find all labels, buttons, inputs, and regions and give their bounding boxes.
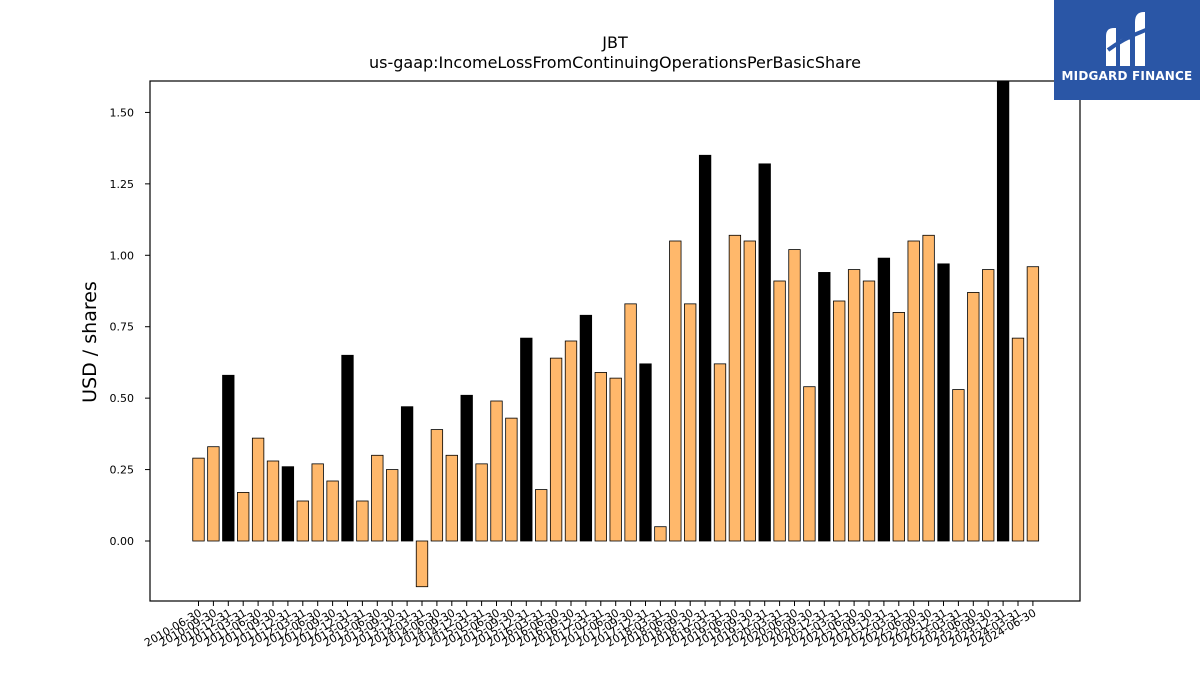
bar-2021-03-31 (833, 300, 846, 542)
bar-2023-06-30 (967, 292, 980, 542)
bar-2014-06-30 (430, 429, 444, 542)
logo-mark-icon (1106, 12, 1147, 66)
bar-2022-03-31 (892, 312, 905, 542)
bar-2020-12-31 (818, 272, 831, 542)
bar-2017-09-30 (624, 303, 637, 542)
bar-2015-06-30 (490, 400, 503, 542)
y-tick-label: 0.50 (110, 392, 135, 405)
bar-2014-12-31 (460, 394, 473, 542)
bar-2023-03-31 (952, 389, 965, 542)
bar-2010-12-31 (222, 374, 235, 542)
bar-2018-06-30 (669, 240, 682, 542)
brand-logo: MIDGARD FINANCE (1054, 0, 1200, 100)
bar-2019-12-31 (758, 163, 771, 542)
y-tick-label: 0.00 (110, 535, 135, 548)
y-tick-label: 0.75 (110, 321, 135, 334)
bars-group (192, 80, 1040, 588)
chart-subtitle: us-gaap:IncomeLossFromContinuingOperatio… (369, 53, 861, 72)
bar-2013-09-30 (386, 469, 399, 542)
bar-2015-12-31 (520, 337, 533, 542)
y-tick-label: 1.00 (110, 249, 135, 262)
bar-2020-09-30 (803, 386, 816, 542)
bar-2010-06-30 (192, 457, 205, 542)
bar-2024-06-30 (1026, 266, 1040, 542)
bar-2019-06-30 (728, 234, 742, 542)
y-axis: 0.00 0.25 0.50 0.75 1.00 1.25 1.50 (110, 106, 150, 548)
bar-2021-09-30 (862, 280, 876, 542)
logo-text: MIDGARD FINANCE (1061, 69, 1193, 83)
bar-2018-03-31 (654, 526, 667, 542)
bar-2024-03-31 (1011, 337, 1025, 542)
bar-2018-12-31 (698, 154, 712, 542)
y-tick-label: 0.25 (110, 464, 135, 477)
bar-2018-09-30 (684, 303, 697, 542)
bar-2012-12-31 (341, 354, 354, 542)
bar-2013-06-30 (371, 454, 384, 542)
bar-2011-09-30 (266, 460, 280, 542)
bar-2022-09-30 (922, 234, 935, 542)
bar-2020-03-31 (773, 280, 786, 542)
x-axis: 2010-06-302010-09-302010-12-312011-03-31… (142, 601, 1038, 650)
bar-2011-12-31 (281, 466, 295, 542)
chart-title: JBT (601, 33, 628, 52)
bar-2011-03-31 (237, 492, 250, 542)
bar-2016-03-31 (535, 489, 548, 542)
bar-2012-09-30 (326, 480, 339, 542)
bar-2019-09-30 (743, 240, 756, 542)
bar-2010-09-30 (207, 446, 220, 542)
bar-2013-12-31 (400, 406, 414, 542)
bar-2012-06-30 (311, 463, 324, 542)
bar-2021-12-31 (877, 257, 891, 542)
bar-2023-09-30 (982, 269, 995, 542)
bar-2015-03-31 (475, 463, 488, 542)
bar-2017-03-31 (594, 372, 607, 542)
bar-2020-06-30 (788, 249, 801, 542)
bar-2011-06-30 (251, 437, 265, 542)
bar-2022-06-30 (907, 240, 920, 542)
y-axis-label: USD / shares (79, 281, 101, 403)
bar-2023-12-31 (996, 80, 1010, 542)
bar-2016-12-31 (579, 314, 593, 542)
plot-frame (149, 80, 1081, 602)
y-tick-label: 1.25 (110, 178, 135, 191)
bar-2017-06-30 (609, 377, 622, 542)
bar-2017-12-31 (639, 363, 652, 542)
y-tick-label: 1.50 (110, 106, 135, 119)
bar-2015-09-30 (505, 417, 518, 542)
bar-2012-03-31 (296, 500, 309, 542)
bar-2021-06-30 (847, 269, 861, 542)
bar-2014-03-31 (415, 540, 429, 588)
bar-2014-09-30 (445, 454, 458, 542)
bar-2019-03-31 (713, 363, 727, 542)
bar-2013-03-31 (356, 500, 369, 542)
bar-2016-09-30 (564, 340, 578, 542)
bar-2022-12-31 (937, 263, 950, 542)
bar-2016-06-30 (549, 357, 563, 542)
